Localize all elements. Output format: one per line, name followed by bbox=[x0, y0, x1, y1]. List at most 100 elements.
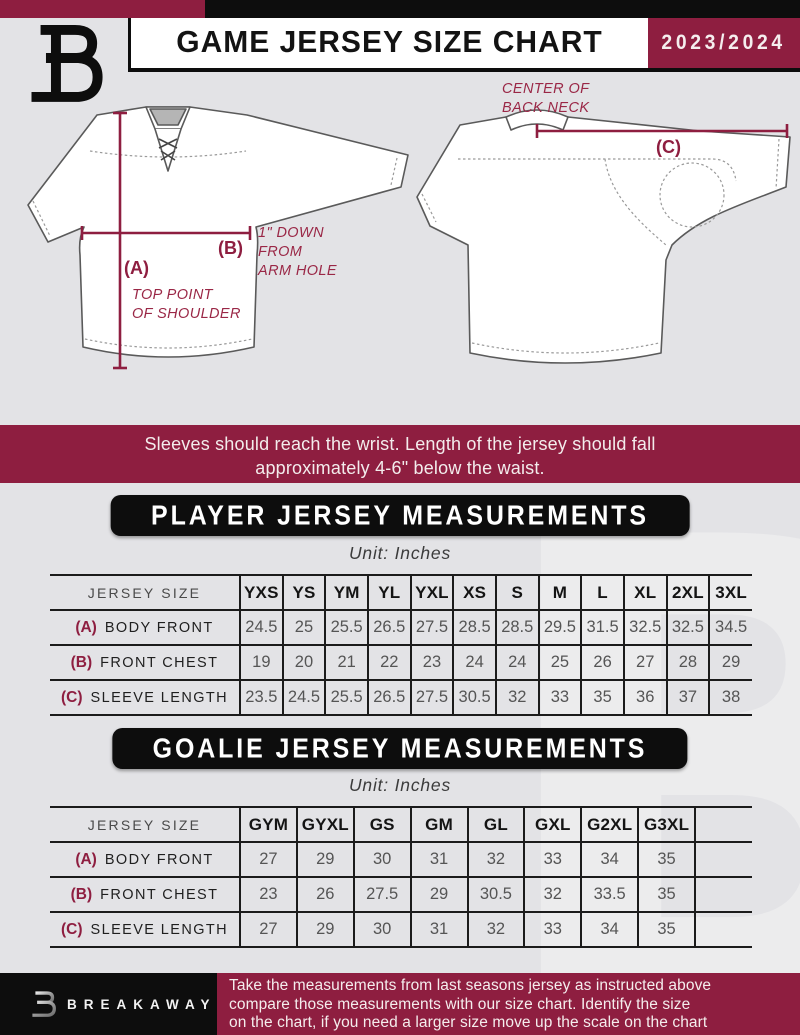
measurement-value-cell bbox=[694, 911, 752, 948]
jersey-size-header-cell: JERSEY SIZE bbox=[50, 806, 240, 842]
measurement-value-cell: 28.5 bbox=[452, 609, 496, 645]
row-key: (A) bbox=[75, 850, 97, 868]
row-label-cell: (B) FRONT CHEST bbox=[50, 644, 240, 680]
arm-hole-note: 1" DOWN FROM ARM HOLE bbox=[258, 225, 337, 279]
size-header-row: JERSEY SIZE YXS YS YM YL YXL XS S M L XL 2XL 3XL bbox=[50, 574, 752, 610]
size-column-header: G3XL bbox=[637, 806, 695, 842]
goalie-unit-label: Unit: Inches bbox=[348, 775, 451, 795]
measurement-row: (C) SLEEVE LENGTH 23.5 24.5 25.5 26.5 27.5 30.5… bbox=[50, 679, 752, 716]
measurement-value-cell: 28.5 bbox=[494, 609, 539, 645]
measurement-value-cell: 30.5 bbox=[466, 876, 525, 912]
top-accent-strip-maroon bbox=[0, 0, 205, 18]
center-back-neck-note: CENTER OF BACK NECK bbox=[502, 81, 590, 116]
measurement-row: (A) BODY FRONT 27 29 30 31 32 33 34 35 bbox=[50, 841, 752, 877]
measurement-value-cell: 33 bbox=[537, 679, 582, 716]
footer-instructions-line1: Take the measurements from last seasons … bbox=[229, 977, 712, 994]
front-jersey-stitching bbox=[32, 150, 398, 349]
size-column-header: S bbox=[494, 574, 539, 610]
measurement-value-cell: 31.5 bbox=[580, 609, 624, 645]
measurement-value-cell: 38 bbox=[708, 679, 752, 716]
measurement-value-cell: 33 bbox=[523, 841, 582, 877]
measurement-b-label: (B) bbox=[218, 238, 243, 258]
row-label-cell: (A) BODY FRONT bbox=[50, 841, 240, 877]
goalie-section-header: GOALIE JERSEY MEASUREMENTS bbox=[112, 728, 688, 769]
measurement-value-cell: 27 bbox=[239, 911, 297, 948]
measurement-value-cell: 33 bbox=[523, 911, 582, 948]
measurement-row: (B) FRONT CHEST 23 26 27.5 29 30.5 32 33.5 35 bbox=[50, 876, 752, 912]
row-label-cell: (A) BODY FRONT bbox=[50, 609, 240, 645]
header-underline bbox=[128, 68, 800, 72]
measurement-value-cell: 36 bbox=[622, 679, 667, 716]
measurement-value-cell: 29 bbox=[409, 876, 468, 912]
measurement-value-cell: 29 bbox=[295, 911, 354, 948]
size-column-header: YL bbox=[366, 574, 411, 610]
footer-instructions: Take the measurements from last seasons … bbox=[217, 973, 800, 1035]
footer-brand-block: BREAKAWAY bbox=[0, 973, 217, 1035]
size-header-row: JERSEY SIZE GYM GYXL GS GM GL GXL G2XL G3XL bbox=[50, 806, 752, 842]
measurement-value-cell: 27.5 bbox=[409, 679, 454, 716]
size-column-header: YXL bbox=[409, 574, 454, 610]
measurement-row: (A) BODY FRONT 24.5 25 25.5 26.5 27.5 28.5 28.5 2… bbox=[50, 609, 752, 645]
fit-note-banner: Sleeves should reach the wrist. Length o… bbox=[0, 425, 800, 483]
size-column-header: XS bbox=[452, 574, 496, 610]
measurement-a-label: (A) bbox=[124, 258, 149, 278]
row-name: SLEEVE LENGTH bbox=[90, 689, 228, 706]
measurement-value-cell: 24 bbox=[494, 644, 539, 680]
measurement-value-cell: 35 bbox=[637, 911, 695, 948]
row-label-cell: (C) SLEEVE LENGTH bbox=[50, 679, 240, 716]
goalie-size-table: JERSEY SIZE GYM GYXL GS GM GL GXL G2XL G3XL (A) BO… bbox=[50, 806, 752, 948]
measurement-value-cell: 27.5 bbox=[352, 876, 411, 912]
measurement-value-cell: 32 bbox=[494, 679, 539, 716]
size-column-header bbox=[694, 806, 752, 842]
breakaway-footer-logo-icon bbox=[32, 991, 56, 1017]
size-column-header: YM bbox=[324, 574, 368, 610]
measurement-value-cell bbox=[694, 876, 752, 912]
size-column-header: M bbox=[537, 574, 582, 610]
measurement-c-label: (C) bbox=[656, 137, 681, 157]
measurement-value-cell: 29.5 bbox=[537, 609, 582, 645]
row-key: (C) bbox=[61, 688, 83, 706]
measurement-value-cell: 25 bbox=[281, 609, 326, 645]
row-key: (B) bbox=[70, 653, 93, 671]
row-key: (A) bbox=[75, 618, 97, 636]
measurement-value-cell: 29 bbox=[708, 644, 752, 680]
jersey-size-header-cell: JERSEY SIZE bbox=[50, 574, 240, 610]
measurement-value-cell: 28 bbox=[665, 644, 710, 680]
size-column-header: L bbox=[580, 574, 624, 610]
size-column-header: GL bbox=[466, 806, 525, 842]
player-section-title: PLAYER JERSEY MEASUREMENTS bbox=[151, 498, 649, 532]
measurement-value-cell: 32.5 bbox=[665, 609, 710, 645]
measurement-value-cell: 27.5 bbox=[409, 609, 454, 645]
measurement-value-cell: 34 bbox=[580, 911, 639, 948]
fit-note-line1: Sleeves should reach the wrist. Length o… bbox=[144, 434, 656, 454]
measurement-value-cell: 32 bbox=[466, 841, 525, 877]
measurement-value-cell: 24 bbox=[452, 644, 496, 680]
measurement-value-cell: 19 bbox=[239, 644, 283, 680]
measurement-row: (C) SLEEVE LENGTH 27 29 30 31 32 33 34 35 bbox=[50, 911, 752, 948]
footer-instructions-line3: on the chart, if you need a larger size … bbox=[229, 1014, 708, 1031]
measurement-lines bbox=[80, 111, 789, 370]
row-name: FRONT CHEST bbox=[100, 886, 219, 903]
player-unit-label: Unit: Inches bbox=[348, 543, 451, 563]
measurement-value-cell: 27 bbox=[622, 644, 667, 680]
row-name: BODY FRONT bbox=[104, 851, 214, 868]
measurement-value-cell: 30.5 bbox=[452, 679, 496, 716]
row-label-cell: (B) FRONT CHEST bbox=[50, 876, 240, 912]
breakaway-logo-icon bbox=[31, 24, 103, 102]
player-section-header: PLAYER JERSEY MEASUREMENTS bbox=[110, 495, 690, 536]
page-title: GAME JERSEY SIZE CHART bbox=[176, 25, 603, 60]
size-column-header: GYXL bbox=[295, 806, 354, 842]
measurement-value-cell: 20 bbox=[281, 644, 326, 680]
row-name: SLEEVE LENGTH bbox=[90, 921, 228, 938]
measurement-value-cell: 26.5 bbox=[366, 609, 411, 645]
measurement-value-cell: 34.5 bbox=[708, 609, 752, 645]
back-jersey-stitching bbox=[421, 138, 780, 354]
measurement-value-cell: 32 bbox=[466, 911, 525, 948]
front-jersey-laces bbox=[158, 138, 178, 161]
measurement-value-cell: 32.5 bbox=[622, 609, 667, 645]
brand-name: BREAKAWAY bbox=[67, 996, 217, 1012]
jersey-diagrams bbox=[27, 106, 791, 370]
measurement-value-cell: 33.5 bbox=[580, 876, 639, 912]
size-column-header: GS bbox=[352, 806, 411, 842]
